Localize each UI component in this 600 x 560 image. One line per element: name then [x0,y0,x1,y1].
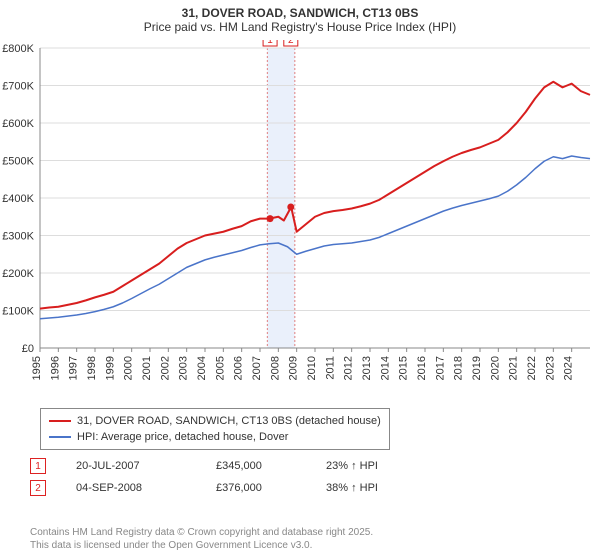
title-line-1: 31, DOVER ROAD, SANDWICH, CT13 0BS [0,6,600,20]
svg-text:2023: 2023 [544,356,556,380]
svg-text:2000: 2000 [123,356,135,380]
marker-date: 04-SEP-2008 [76,482,186,494]
svg-text:2018: 2018 [453,356,465,380]
svg-text:£100K: £100K [2,306,34,318]
chart-titles: 31, DOVER ROAD, SANDWICH, CT13 0BS Price… [0,0,600,34]
svg-text:2015: 2015 [398,356,410,380]
chart-area: £0 £100K £200K £300K £400K £500K £600K £700K £80… [0,40,600,400]
svg-text:1999: 1999 [104,356,116,380]
svg-text:1997: 1997 [68,356,80,380]
svg-text:£600K: £600K [2,118,34,130]
svg-text:2019: 2019 [471,356,483,380]
svg-text:2014: 2014 [379,356,391,380]
svg-text:2001: 2001 [141,356,153,380]
svg-text:2010: 2010 [306,356,318,380]
svg-text:2004: 2004 [196,356,208,380]
legend-swatch [49,436,71,438]
legend-label: 31, DOVER ROAD, SANDWICH, CT13 0BS (deta… [77,413,381,429]
svg-text:2006: 2006 [233,356,245,380]
svg-text:1998: 1998 [86,356,98,380]
svg-text:2007: 2007 [251,356,263,380]
svg-text:1: 1 [267,40,273,46]
legend-item: 31, DOVER ROAD, SANDWICH, CT13 0BS (deta… [49,413,381,429]
footer-line-1: Contains HM Land Registry data © Crown c… [30,526,373,539]
marker-row: 1 20-JUL-2007 £345,000 23% ↑ HPI [30,458,378,474]
svg-text:2012: 2012 [343,356,355,380]
svg-text:2024: 2024 [563,356,575,380]
marker-delta: 23% ↑ HPI [326,460,378,472]
footer-attribution: Contains HM Land Registry data © Crown c… [30,526,373,552]
svg-text:2017: 2017 [434,356,446,380]
svg-text:1995: 1995 [31,356,43,380]
legend-label: HPI: Average price, detached house, Dove… [77,429,288,445]
svg-text:2020: 2020 [489,356,501,380]
legend-swatch [49,420,71,422]
svg-text:1996: 1996 [49,356,61,380]
svg-text:2008: 2008 [269,356,281,380]
marker-date: 20-JUL-2007 [76,460,186,472]
title-line-2: Price paid vs. HM Land Registry's House … [0,20,600,34]
marker-row: 2 04-SEP-2008 £376,000 38% ↑ HPI [30,480,378,496]
svg-text:2021: 2021 [508,356,520,380]
svg-text:£800K: £800K [2,43,34,55]
svg-text:£200K: £200K [2,268,34,280]
marker-price: £345,000 [216,460,296,472]
line-chart: £0 £100K £200K £300K £400K £500K £600K £700K £80… [0,40,600,400]
svg-text:2011: 2011 [324,356,336,380]
svg-text:2005: 2005 [214,356,226,380]
marker-table: 1 20-JUL-2007 £345,000 23% ↑ HPI 2 04-SE… [30,452,378,502]
svg-text:2003: 2003 [178,356,190,380]
svg-text:£500K: £500K [2,156,34,168]
marker-price: £376,000 [216,482,296,494]
legend-box: 31, DOVER ROAD, SANDWICH, CT13 0BS (deta… [40,408,390,450]
svg-text:2009: 2009 [288,356,300,380]
marker-number-box: 1 [30,458,46,474]
svg-text:£300K: £300K [2,231,34,243]
svg-text:2022: 2022 [526,356,538,380]
svg-text:2013: 2013 [361,356,373,380]
svg-text:2: 2 [288,40,294,46]
svg-text:£400K: £400K [2,193,34,205]
footer-line-2: This data is licensed under the Open Gov… [30,539,373,552]
svg-text:2002: 2002 [159,356,171,380]
marker-delta: 38% ↑ HPI [326,482,378,494]
marker-number-box: 2 [30,480,46,496]
svg-text:£700K: £700K [2,81,34,93]
legend-item: HPI: Average price, detached house, Dove… [49,429,381,445]
svg-text:2016: 2016 [416,356,428,380]
svg-text:£0: £0 [22,343,34,355]
